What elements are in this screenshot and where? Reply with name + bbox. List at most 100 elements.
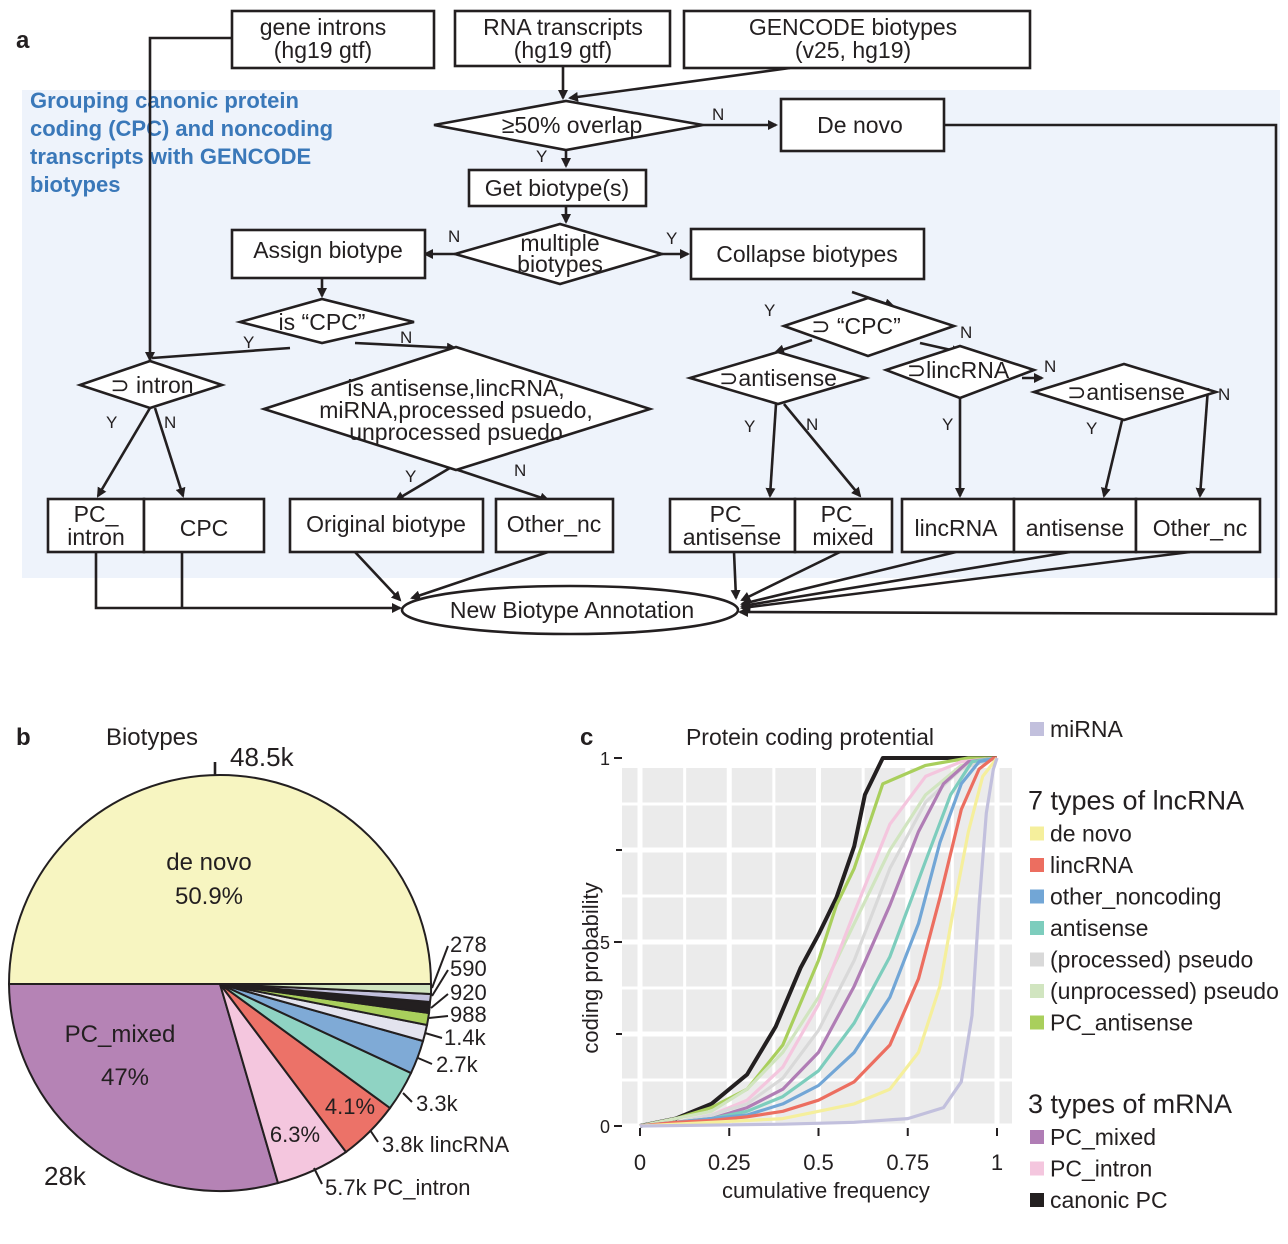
multiple-biotypes-line-2: biotypes xyxy=(517,251,603,277)
pie-small-label-6: 2.7k xyxy=(436,1052,479,1077)
legend-label: other_noncoding xyxy=(1050,884,1221,910)
pie-label-pc-mixed-pct: 47% xyxy=(101,1064,149,1091)
x-tick-label: 0.75 xyxy=(886,1150,929,1175)
collapse-biotypes-text: Collapse biotypes xyxy=(716,241,898,267)
legend-swatch xyxy=(1030,1015,1044,1030)
rna-transcripts-line-2: (hg19 gtf) xyxy=(514,37,612,63)
legend-swatch xyxy=(1030,984,1044,998)
pc-mixed-line-2: mixed xyxy=(812,524,873,550)
chart-legend: miRNA 7 types of lncRNA de novo lincRNA othe… xyxy=(1028,716,1279,1213)
rna-transcripts-line-1: RNA transcripts xyxy=(483,14,643,40)
antisense-text: antisense xyxy=(1026,515,1124,541)
x-tick-label: 0.5 xyxy=(803,1150,834,1175)
pie-small-label-9: 5.7k PC_intron xyxy=(325,1175,471,1200)
grouping-label-line-4: biotypes xyxy=(30,172,120,197)
pc-intron-line-2: intron xyxy=(67,524,125,550)
pie-label-bottom-left: 28k xyxy=(44,1161,87,1191)
series-line-mirna xyxy=(639,757,999,1128)
gencode-line-2: (v25, hg19) xyxy=(795,37,911,63)
assign-biotype-text: Assign biotype xyxy=(253,237,403,263)
legend-swatch xyxy=(1030,921,1044,935)
series-line-other-noncoding xyxy=(639,756,998,1128)
pie-slice-unprocessed-pseudo xyxy=(219,983,433,996)
lincrna-text: lincRNA xyxy=(914,515,998,541)
sup-antisense-2-no: N xyxy=(1218,385,1230,404)
pie-small-label-1: 278 xyxy=(450,932,487,957)
x-axis-title: cumulative frequency xyxy=(722,1178,930,1203)
is-noncoding-line-2: miRNA,processed psuedo, xyxy=(319,397,593,423)
gencode-box xyxy=(682,9,1032,70)
legend-group-title: 7 types of lncRNA xyxy=(1028,786,1244,816)
legend-label: de novo xyxy=(1050,821,1132,847)
sup-cpc-no: N xyxy=(960,323,972,342)
series-line-de-novo xyxy=(639,757,999,1128)
overlap-text: ≥50% overlap xyxy=(502,112,642,138)
is-cpc-text: is “CPC” xyxy=(279,309,366,335)
legend-group-title: 3 types of mRNA xyxy=(1028,1089,1232,1119)
panel-b-label: b xyxy=(16,724,31,751)
pie-small-label-3: 920 xyxy=(450,980,487,1005)
pie-label-lincrna-pct: 4.1% xyxy=(325,1094,375,1119)
legend-label: lincRNA xyxy=(1050,852,1134,878)
overlap-no: N xyxy=(712,105,724,124)
sup-lincrna-no: N xyxy=(1044,357,1056,376)
flow-connectors xyxy=(94,36,1278,618)
get-biotypes-text: Get biotype(s) xyxy=(485,175,629,201)
y-tick-label: 0 xyxy=(600,1117,610,1137)
legend-label: PC_mixed xyxy=(1050,1124,1156,1150)
legend-swatch xyxy=(1030,889,1044,904)
plot-series xyxy=(639,756,999,1128)
pie-label-pc-intron-pct: 6.3% xyxy=(270,1122,320,1147)
other-nc-1-text: Other_nc xyxy=(507,511,602,537)
series-line--processed-pseudo xyxy=(639,756,998,1128)
is-noncoding-no: N xyxy=(514,461,526,480)
pc-mixed-line-1: PC_ xyxy=(821,501,867,527)
legend-label: miRNA xyxy=(1050,716,1123,742)
gene-introns-line-1: gene introns xyxy=(260,14,387,40)
pie-small-label-2: 590 xyxy=(450,956,487,981)
legend-label: (unprocessed) pseudo xyxy=(1050,978,1279,1004)
pie-small-label-5: 1.4k xyxy=(444,1025,487,1050)
cpc-box xyxy=(142,497,266,554)
other-nc-2-text: Other_nc xyxy=(1153,515,1248,541)
x-tick-label: 0 xyxy=(634,1150,646,1175)
sup-lincrna-decision xyxy=(882,344,1038,400)
is-cpc-no: N xyxy=(400,328,412,347)
is-cpc-decision xyxy=(234,297,415,345)
is-noncoding-yes: Y xyxy=(405,467,416,486)
legend-label: (processed) pseudo xyxy=(1050,947,1253,973)
overlap-yes: Y xyxy=(536,147,547,166)
is-noncoding-line-1: is antisense,lincRNA, xyxy=(347,375,564,401)
sup-intron-decision xyxy=(75,359,227,410)
pc-antisense-box xyxy=(668,497,797,554)
y-axis-title: coding probability xyxy=(578,882,603,1053)
series-line-pc-antisense xyxy=(639,756,997,1128)
sup-intron-text: ⊃ intron xyxy=(110,372,193,398)
pie-chart xyxy=(7,774,433,1193)
is-noncoding-line-3: unprocessed psuedo xyxy=(349,419,563,445)
legend-swatch xyxy=(1030,722,1044,736)
x-tick-label: 0.25 xyxy=(708,1150,751,1175)
sup-lincrna-text: ⊃lincRNA xyxy=(907,357,1010,383)
pc-intron-line-1: PC_ xyxy=(74,501,120,527)
grouping-label-line-1: Grouping canonic protein xyxy=(30,88,299,113)
de-novo-text: De novo xyxy=(817,112,903,138)
gene-introns-box xyxy=(230,9,436,70)
sup-antisense-1-no: N xyxy=(806,415,818,434)
gene-introns-line-2: (hg19 gtf) xyxy=(274,37,372,63)
pie-label-de-novo-name: de novo xyxy=(166,849,251,876)
sup-cpc-decision xyxy=(780,296,959,358)
pc-antisense-line-2: antisense xyxy=(683,524,781,550)
sup-antisense-2-decision xyxy=(1029,362,1221,422)
new-biotype-annotation-text: New Biotype Annotation xyxy=(450,597,694,623)
panel-a-label: a xyxy=(16,27,30,54)
gencode-line-1: GENCODE biotypes xyxy=(749,14,957,40)
antisense-box xyxy=(1012,497,1138,554)
y-tick-label: 1 xyxy=(600,749,610,769)
legend-label: canonic PC xyxy=(1050,1187,1168,1213)
x-tick-label: 1 xyxy=(991,1150,1003,1175)
sup-antisense-2-text: ⊃antisense xyxy=(1067,379,1185,405)
sup-intron-yes: Y xyxy=(106,413,117,432)
overlap-decision xyxy=(433,99,704,152)
